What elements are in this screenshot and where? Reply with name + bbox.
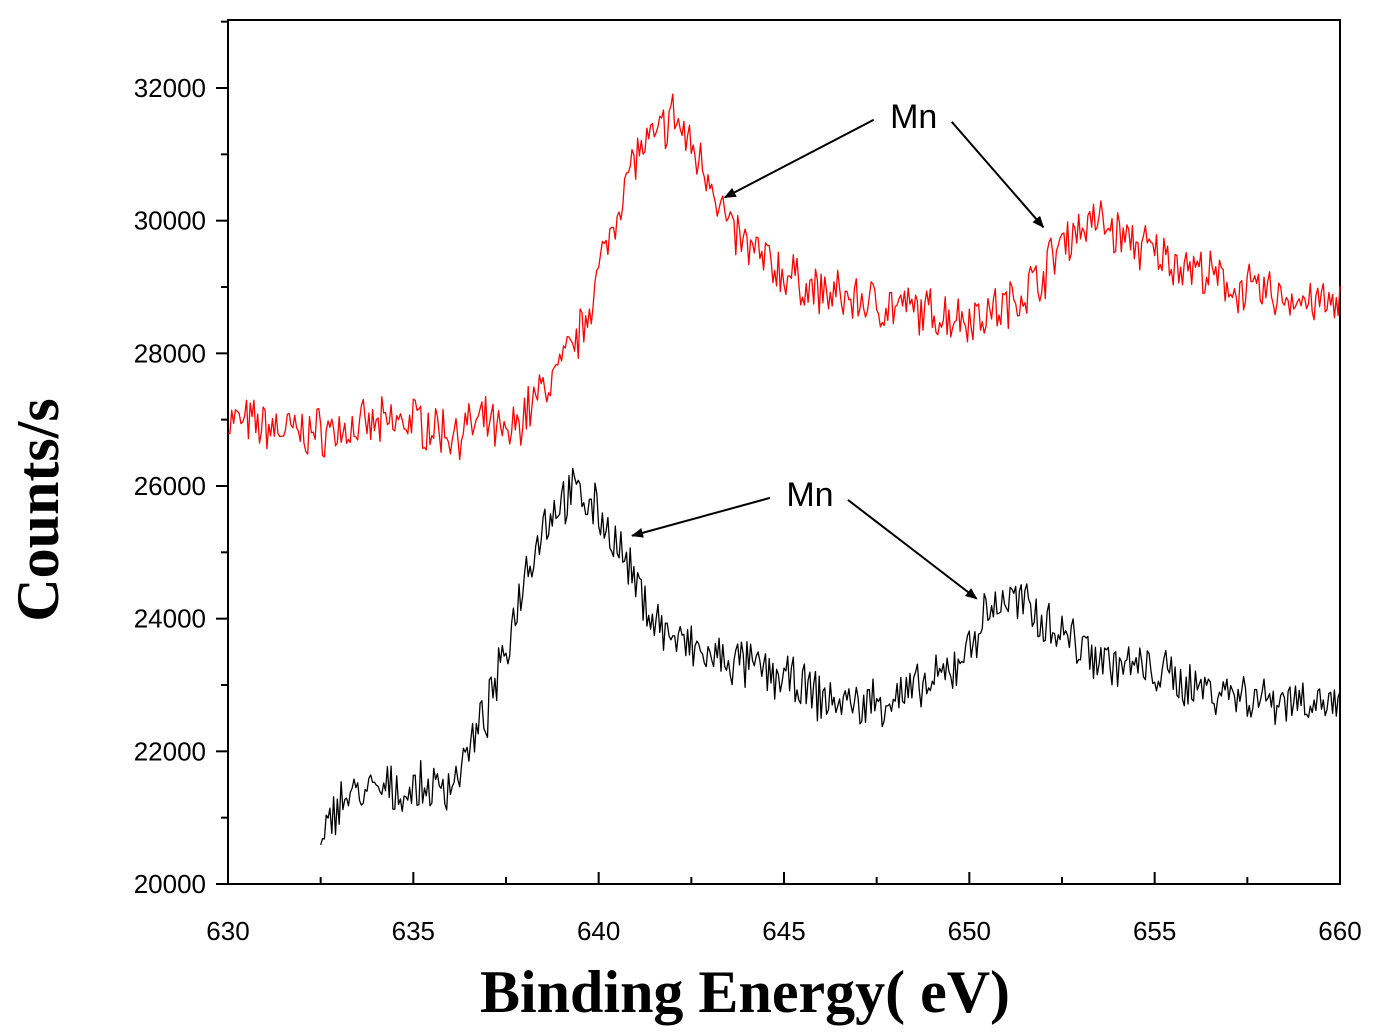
y-tick-label: 30000 xyxy=(134,206,206,236)
y-tick-label: 20000 xyxy=(134,869,206,899)
x-tick-label: 635 xyxy=(392,916,435,946)
series-line-upper xyxy=(227,93,1341,461)
y-axis-title: Counts/s xyxy=(5,398,71,621)
annotation-arrow xyxy=(950,121,1045,229)
annotation-arrow xyxy=(847,499,978,600)
series-line-lower xyxy=(320,467,1341,845)
plot-frame xyxy=(227,19,1341,885)
axis-ticks xyxy=(216,20,1341,885)
annotation-arrow xyxy=(723,118,875,199)
y-tick-label: 24000 xyxy=(134,604,206,634)
series-layer xyxy=(227,93,1341,845)
y-tick-label: 28000 xyxy=(134,338,206,368)
y-tick-label: 26000 xyxy=(134,471,206,501)
x-axis-title: Binding Energy( eV) xyxy=(480,959,1010,1025)
x-tick-label: 630 xyxy=(206,916,249,946)
axis-tick-labels: 630 635 640 645 650 655 660 20000 22000 24000 2600… xyxy=(134,73,1362,946)
x-tick-label: 640 xyxy=(577,916,620,946)
annotation-layer: Mn Mn xyxy=(631,98,1045,600)
x-tick-label: 660 xyxy=(1318,916,1361,946)
annotation-arrow xyxy=(631,496,771,538)
y-tick-label: 22000 xyxy=(134,736,206,766)
x-tick-label: 650 xyxy=(948,916,991,946)
y-tick-label: 32000 xyxy=(134,73,206,103)
annotation-label: Mn xyxy=(786,476,833,514)
x-tick-label: 655 xyxy=(1133,916,1176,946)
annotation-label: Mn xyxy=(890,98,937,136)
x-tick-label: 645 xyxy=(762,916,805,946)
